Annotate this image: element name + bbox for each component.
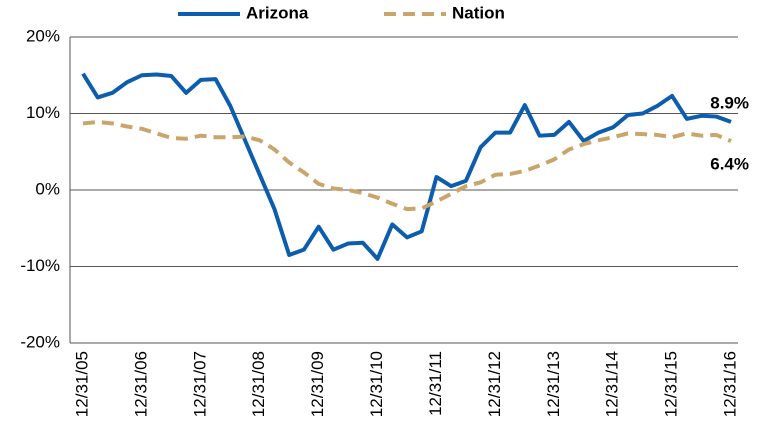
series-line [81, 72, 732, 261]
y-tick-label: 10% [26, 103, 60, 122]
y-tick-label: 20% [26, 26, 60, 45]
legend-label: Nation [452, 3, 505, 22]
x-tick-label: 12/31/12 [485, 351, 504, 417]
y-tick-label: 0% [35, 179, 60, 198]
x-tick-label: 12/31/06 [131, 351, 150, 417]
data-label: 6.4% [710, 155, 749, 174]
data-label: 8.9% [710, 93, 749, 112]
x-tick-label: 12/31/05 [72, 351, 91, 417]
x-tick-label: 12/31/08 [249, 351, 268, 417]
x-tick-label: 12/31/13 [544, 351, 563, 417]
legend-label: Arizona [246, 3, 309, 22]
y-tick-label: -10% [20, 256, 60, 275]
x-tick-label: 12/31/09 [308, 351, 327, 417]
x-tick-label: 12/31/15 [662, 351, 681, 417]
x-tick-label: 12/31/10 [367, 351, 386, 417]
y-tick-label: -20% [20, 332, 60, 351]
series-line [82, 119, 732, 212]
x-tick-label: 12/31/16 [720, 351, 739, 417]
x-tick-label: 12/31/11 [426, 351, 445, 416]
x-tick-label: 12/31/07 [190, 351, 209, 417]
x-tick-label: 12/31/14 [603, 351, 622, 417]
